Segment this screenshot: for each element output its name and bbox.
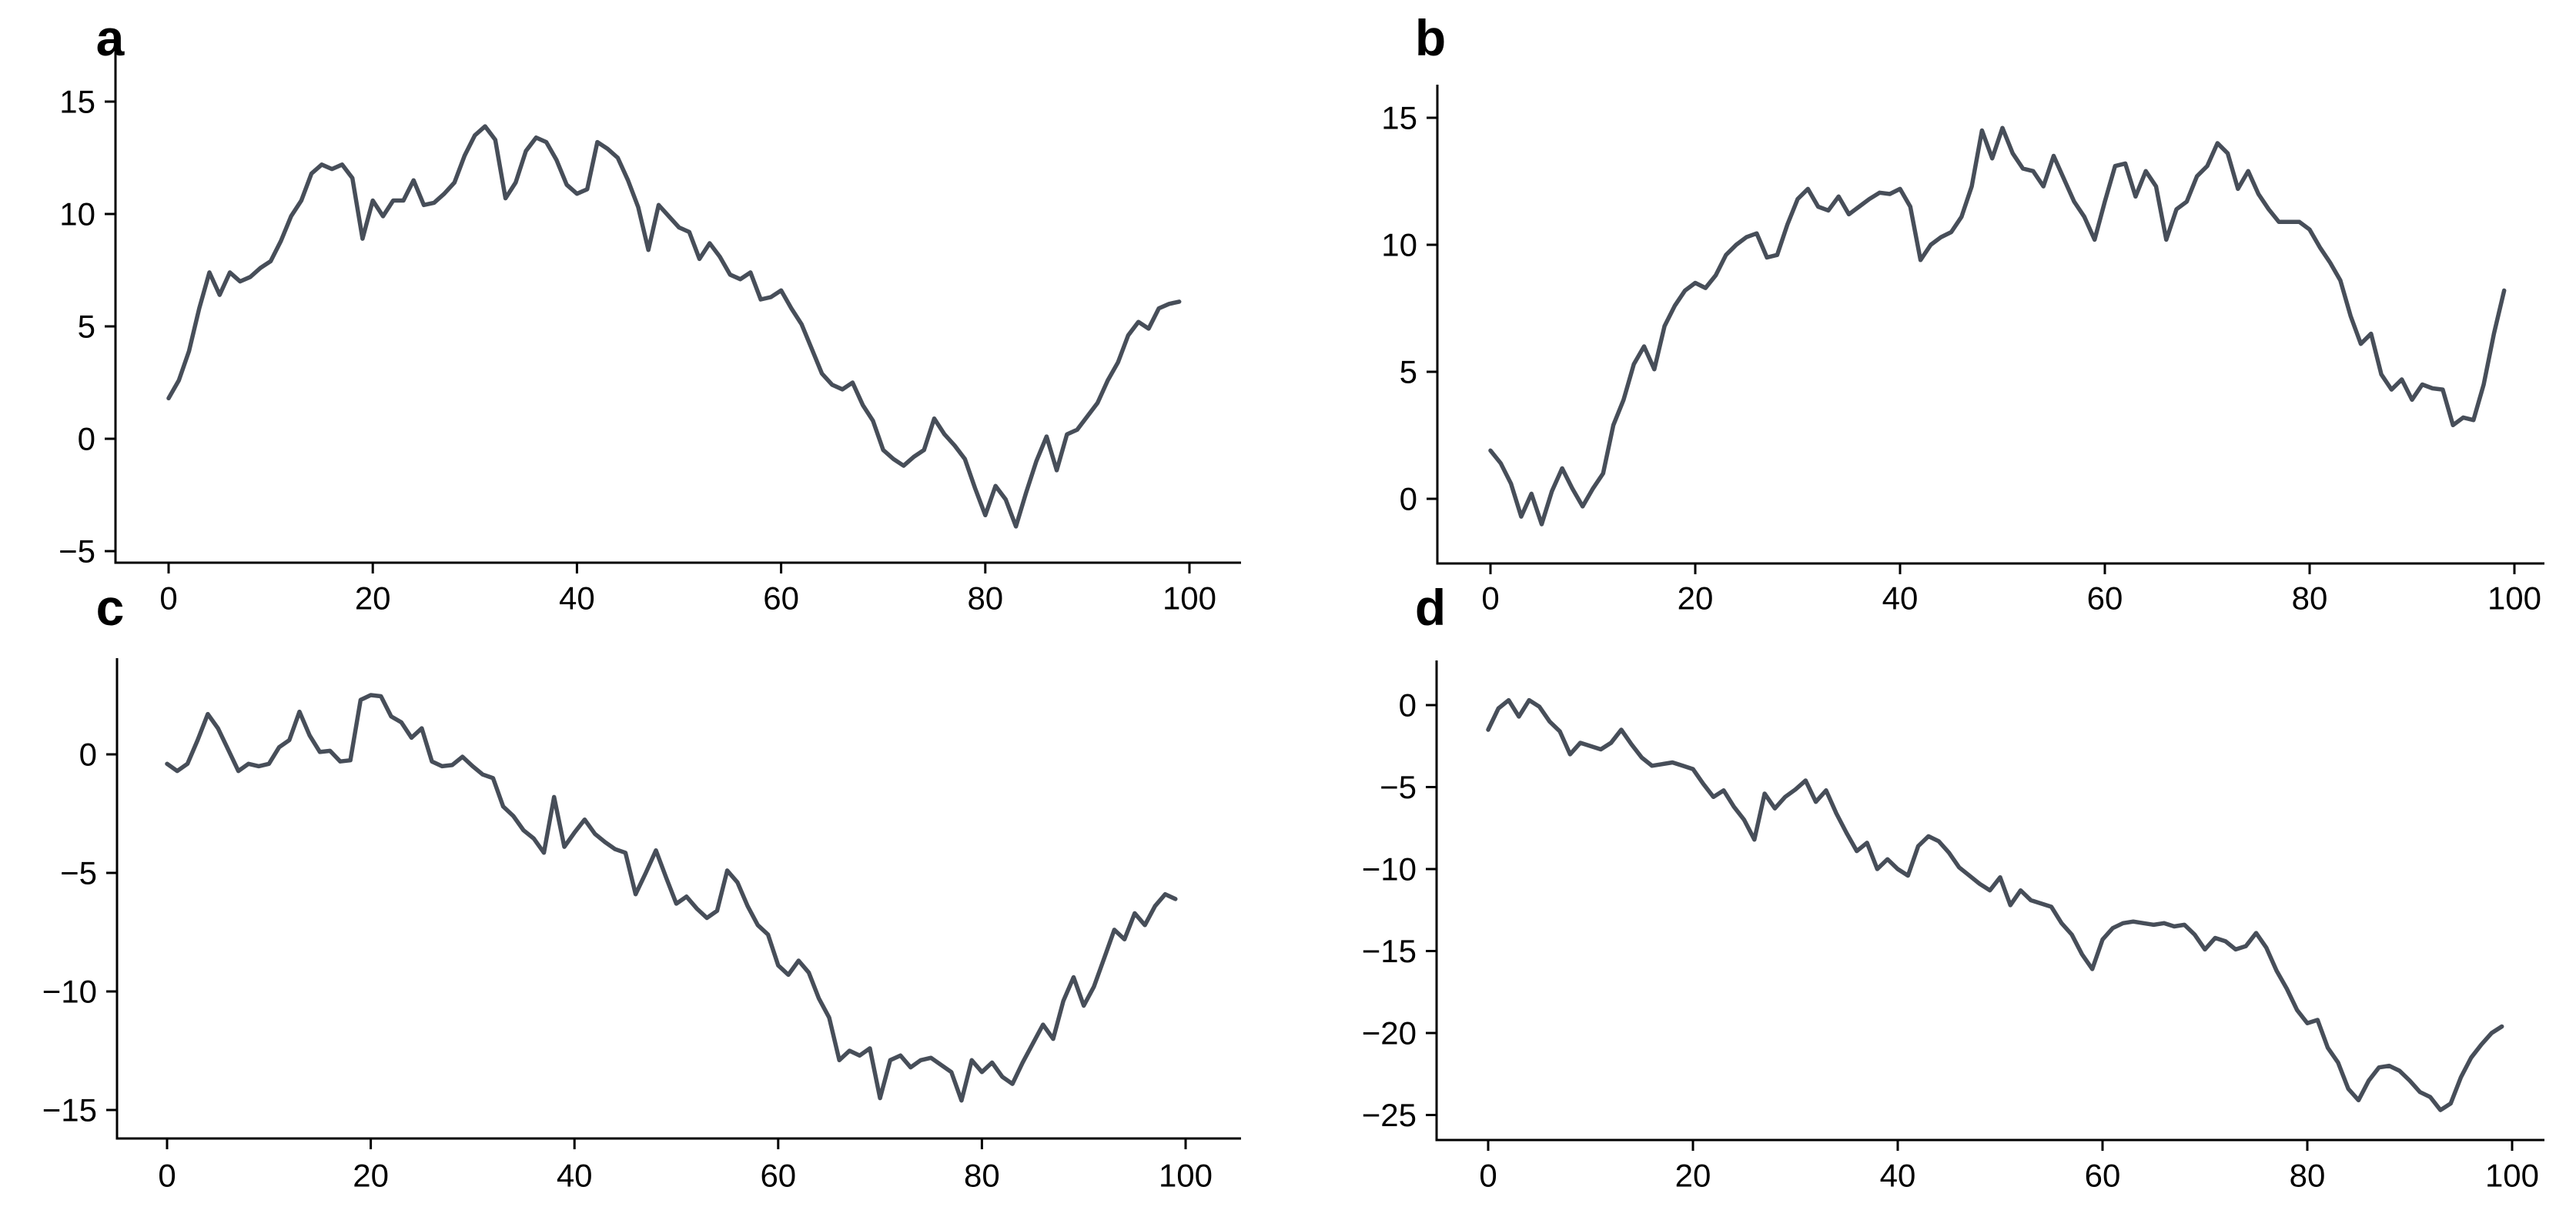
x-tick-label: 0 xyxy=(1479,1158,1497,1194)
y-tick-label: 0 xyxy=(1399,687,1417,724)
y-tick-label: −20 xyxy=(1362,1015,1417,1051)
x-tick-label: 80 xyxy=(967,580,1003,617)
x-tick-label: 100 xyxy=(1159,1158,1213,1194)
y-tick-label: 0 xyxy=(1400,481,1417,517)
x-tick-label: 40 xyxy=(1880,1158,1916,1194)
x-tick-label: 60 xyxy=(2085,1158,2121,1194)
x-tick-label: 60 xyxy=(760,1158,796,1194)
panel-label-c: c xyxy=(96,579,125,636)
series-line xyxy=(166,124,1182,529)
x-tick-label: 20 xyxy=(353,1158,389,1194)
x-tick-label: 100 xyxy=(1163,580,1216,617)
y-tick-label: −10 xyxy=(1362,851,1417,888)
panel-d: −25 −20 −15 −10 −5 0 0 20 40 60 80 100 d xyxy=(1362,579,2544,1194)
y-tick-label: −15 xyxy=(42,1092,97,1128)
x-tick-label: 80 xyxy=(964,1158,1000,1194)
panel-b: 0 5 10 15 0 20 40 60 80 100 b xyxy=(1381,9,2544,617)
y-tick-label: 15 xyxy=(1381,100,1417,136)
panel-label-b: b xyxy=(1415,9,1446,66)
axis-spines xyxy=(114,46,1241,564)
y-tick-label: −5 xyxy=(59,533,95,570)
x-tick-label: 20 xyxy=(1675,1158,1711,1194)
series-line xyxy=(165,693,1178,1103)
y-tick-label: −15 xyxy=(1362,933,1417,969)
panel-c: −15 −10 −5 0 0 20 40 60 80 100 c xyxy=(42,579,1241,1194)
x-tick-label: 20 xyxy=(355,580,391,617)
y-tick-label: 5 xyxy=(1400,354,1417,390)
x-tick-label: 60 xyxy=(763,580,799,617)
axis-spines xyxy=(115,658,1241,1140)
y-tick-label: 0 xyxy=(78,421,95,457)
x-tick-label: 40 xyxy=(559,580,595,617)
y-tick-label: 10 xyxy=(1381,227,1417,263)
x-tick-label: 0 xyxy=(158,1158,176,1194)
x-tick-label: 80 xyxy=(2292,580,2328,617)
y-tick-label: 5 xyxy=(78,309,95,345)
x-tick-label: 100 xyxy=(2487,580,2541,617)
y-tick-label: −5 xyxy=(60,855,97,891)
y-tick-label: −10 xyxy=(42,974,97,1010)
panel-label-d: d xyxy=(1415,579,1446,636)
x-tick-label: 0 xyxy=(159,580,177,617)
x-tick-label: 80 xyxy=(2290,1158,2326,1194)
series-line xyxy=(1488,125,2507,527)
panel-label-a: a xyxy=(96,9,125,66)
y-tick-label: 0 xyxy=(79,737,97,773)
panel-a: −5 0 5 10 15 0 20 40 60 80 100 a xyxy=(59,9,1241,617)
y-tick-label: 10 xyxy=(59,196,95,232)
x-tick-label: 40 xyxy=(557,1158,593,1194)
y-tick-label: −5 xyxy=(1380,769,1417,805)
x-tick-label: 40 xyxy=(1882,580,1919,617)
x-tick-label: 100 xyxy=(2485,1158,2539,1194)
x-tick-label: 60 xyxy=(2087,580,2123,617)
axis-spines xyxy=(1435,660,2544,1142)
y-tick-label: 15 xyxy=(59,84,95,120)
y-tick-label: −25 xyxy=(1362,1097,1417,1133)
x-tick-label: 20 xyxy=(1678,580,1714,617)
series-line xyxy=(1486,697,2504,1112)
x-tick-label: 0 xyxy=(1481,580,1499,617)
